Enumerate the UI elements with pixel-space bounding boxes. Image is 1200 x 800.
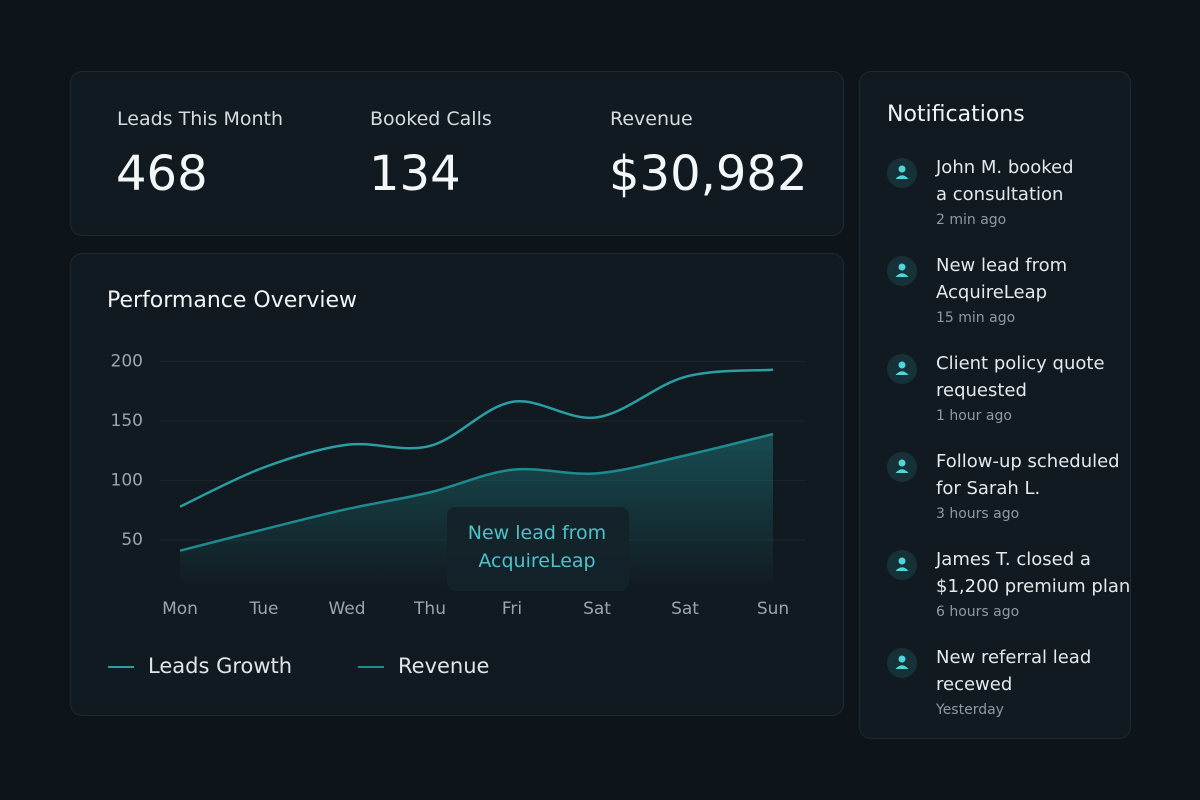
notification-text: requested [936,380,1027,401]
x-tick-label: Wed [328,599,365,619]
notification-text: for Sarah L. [936,478,1041,499]
notification-text: a consultation [936,184,1064,205]
x-tick-label: Sat [671,599,699,619]
legend-label: Leads Growth [148,654,292,678]
notification-time: Yesterday [936,702,1004,718]
notification-text: Client policy quote [936,353,1105,374]
notification-text: $1,200 premium plan [936,576,1131,597]
x-tick-label: Tue [248,599,278,619]
notification-text: New referral lead [936,647,1092,668]
x-tick-label: Mon [162,599,198,619]
notification-time: 15 min ago [936,310,1016,326]
y-tick-label: 100 [111,470,143,490]
y-tick-label: 200 [111,351,143,371]
stat-value: 134 [369,146,461,202]
notifications-title: Notifications [887,102,1025,127]
notification-text: AcquireLeap [936,282,1048,303]
person-icon [895,655,909,669]
stat-label: Revenue [610,108,693,130]
y-tick-label: 50 [121,530,143,550]
notification-text: James T. closed a [936,549,1091,570]
notification-text: John M. booked [936,157,1074,178]
notification-icon [887,550,917,580]
notification-time: 6 hours ago [936,604,1020,620]
notification-text: New lead from [936,255,1068,276]
person-icon [895,557,909,571]
line [179,432,774,552]
tooltip-text: New lead from AcquireLeap [468,522,606,572]
person-icon [895,263,909,277]
notification-text: recewed [936,674,1013,695]
notification-text: Follow-up scheduled [936,451,1120,472]
x-tick-label: Thu [413,599,446,619]
stat-value: 468 [116,146,208,202]
notification-time: 1 hour ago [936,408,1012,424]
stat-value: $30,982 [609,146,808,202]
person-icon [895,165,909,179]
notification-icon [887,354,917,384]
person-icon [895,361,909,375]
legend-label: Revenue [398,654,489,678]
tooltip [447,507,629,591]
x-tick-label: Fri [502,599,522,619]
notification-icon [887,256,917,286]
x-tick-label: Sun [757,599,789,619]
stats-card: Leads This Month 468 Booked Calls 134 Re… [70,71,844,236]
y-tick-label: 150 [111,411,143,431]
person-icon [895,459,909,473]
notification-time: 3 hours ago [936,506,1020,522]
chart-title: Performance Overview [107,288,357,313]
notification-icon [887,158,917,188]
notifications-card: Notifications John M. booked a consultati… [859,71,1131,739]
stat-label: Leads This Month [117,108,283,130]
notification-time: 2 min ago [936,212,1007,228]
stat-label: Booked Calls [370,108,492,130]
line [179,368,774,508]
notification-icon [887,452,917,482]
notification-icon [887,648,917,678]
x-tick-label: Sat [583,599,611,619]
